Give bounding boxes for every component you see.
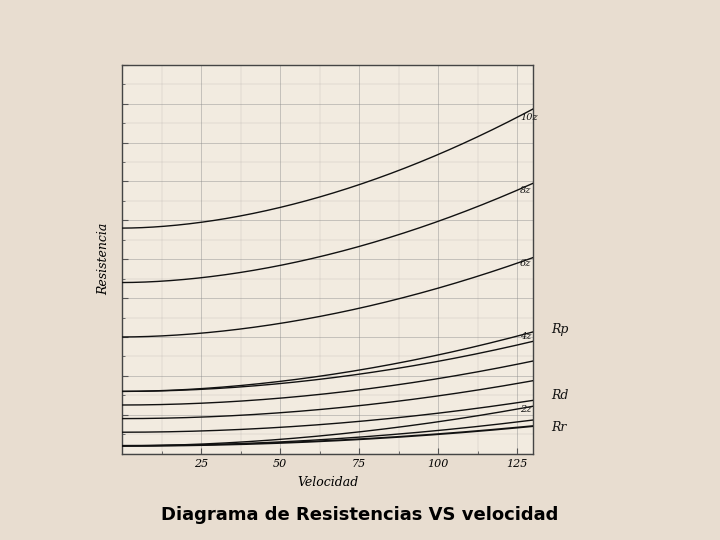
X-axis label: Velocidad: Velocidad: [297, 476, 359, 489]
Text: 2z: 2z: [520, 404, 531, 414]
Text: Rd: Rd: [551, 389, 568, 402]
Text: 4z: 4z: [520, 332, 531, 341]
Y-axis label: Resistencia: Resistencia: [98, 223, 111, 295]
Text: Rr: Rr: [551, 421, 566, 434]
Text: Diagrama de Resistencias VS velocidad: Diagrama de Resistencias VS velocidad: [161, 506, 559, 524]
Text: Rp: Rp: [551, 322, 568, 336]
Text: 6z: 6z: [520, 259, 531, 268]
Text: 8z: 8z: [520, 186, 531, 195]
Text: 10z: 10z: [520, 113, 538, 122]
